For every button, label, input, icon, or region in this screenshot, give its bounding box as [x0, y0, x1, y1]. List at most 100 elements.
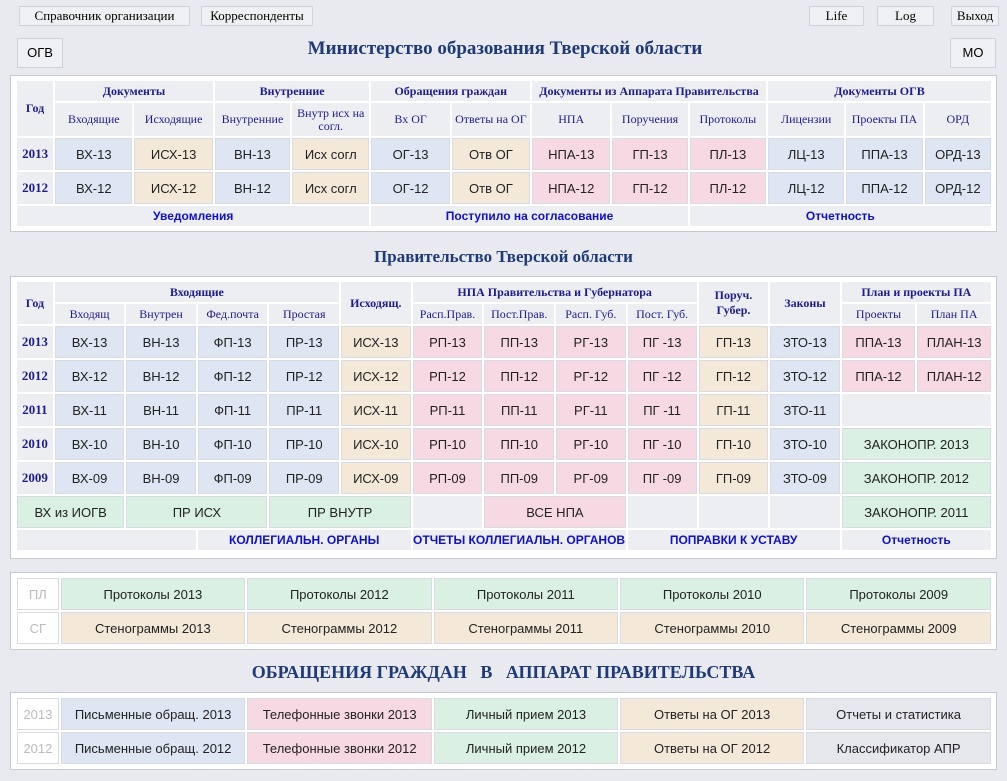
- doc-cell[interactable]: ЗТО-11: [770, 394, 840, 426]
- doc-cell[interactable]: РП-11: [412, 394, 483, 426]
- doc-cell[interactable]: ВХ-11: [54, 394, 125, 426]
- doc-cell[interactable]: ВН-10: [126, 428, 196, 460]
- doc-cell[interactable]: РП-13: [412, 326, 483, 358]
- approval-link[interactable]: Поступило на согласование: [371, 206, 688, 226]
- doc-cell[interactable]: ГП-12: [612, 172, 688, 204]
- doc-cell[interactable]: РП-09: [412, 462, 483, 494]
- notifications-link[interactable]: Уведомления: [17, 206, 370, 226]
- doc-cell[interactable]: ФП-11: [197, 394, 268, 426]
- doc-cell[interactable]: РГ-11: [556, 394, 626, 426]
- protocols-button[interactable]: Протоколы 2010: [620, 578, 805, 610]
- collegial-bodies-link[interactable]: КОЛЛЕГИАЛЬН. ОРГАНЫ: [197, 530, 411, 550]
- doc-cell[interactable]: ПЛАН-12: [917, 360, 991, 392]
- doc-cell[interactable]: ИСХ-11: [340, 394, 411, 426]
- doc-cell[interactable]: ПГ -10: [627, 428, 697, 460]
- phone-calls-button[interactable]: Телефонные звонки 2013: [247, 698, 432, 730]
- doc-cell[interactable]: ИСХ-12: [340, 360, 411, 392]
- doc-cell[interactable]: ВХ-13: [54, 326, 125, 358]
- protocols-button[interactable]: Протоколы 2011: [433, 578, 619, 610]
- transcripts-button[interactable]: Стенограммы 2009: [806, 612, 991, 644]
- doc-cell[interactable]: ПР-10: [269, 428, 339, 460]
- doc-cell[interactable]: ВН-11: [126, 394, 196, 426]
- doc-cell[interactable]: ОГ-13: [371, 138, 450, 170]
- doc-cell[interactable]: РП-10: [412, 428, 483, 460]
- doc-cell[interactable]: Исх согл: [292, 138, 370, 170]
- mo-button[interactable]: МО: [950, 38, 996, 68]
- doc-cell[interactable]: ППА-13: [846, 138, 923, 170]
- doc-cell[interactable]: РГ-10: [556, 428, 626, 460]
- ogv-button[interactable]: ОГВ: [17, 38, 63, 68]
- doc-cell[interactable]: ЛЦ-13: [768, 138, 845, 170]
- doc-cell[interactable]: ЗТО-10: [770, 428, 840, 460]
- doc-cell[interactable]: ОРД-13: [924, 138, 991, 170]
- doc-cell[interactable]: Отв ОГ: [451, 172, 531, 204]
- transcripts-button[interactable]: Стенограммы 2011: [433, 612, 619, 644]
- classifier-button[interactable]: Классификатор АПР: [806, 732, 991, 764]
- doc-cell[interactable]: ГП-09: [698, 462, 769, 494]
- doc-cell[interactable]: ЛЦ-12: [768, 172, 845, 204]
- gov-reports-link[interactable]: Отчетность: [841, 530, 991, 550]
- doc-cell[interactable]: ВН-13: [214, 138, 291, 170]
- doc-cell[interactable]: ОРД-12: [924, 172, 991, 204]
- transcripts-button[interactable]: Стенограммы 2010: [620, 612, 805, 644]
- transcripts-button[interactable]: Стенограммы 2013: [60, 612, 246, 644]
- doc-cell[interactable]: ГП-10: [698, 428, 769, 460]
- pr-internal-button[interactable]: ПР ВНУТР: [269, 496, 411, 528]
- doc-cell[interactable]: ГП-12: [698, 360, 769, 392]
- doc-cell[interactable]: ФП-09: [197, 462, 268, 494]
- doc-cell[interactable]: ПГ -11: [627, 394, 697, 426]
- exit-button[interactable]: Выход: [951, 6, 999, 26]
- doc-cell[interactable]: ВН-12: [214, 172, 291, 204]
- doc-cell[interactable]: ПР-12: [269, 360, 339, 392]
- doc-cell[interactable]: ИСХ-12: [134, 172, 213, 204]
- doc-cell[interactable]: ГП-13: [612, 138, 688, 170]
- bill-cell[interactable]: ЗАКОНОПР. 2013: [841, 428, 991, 460]
- doc-cell[interactable]: ПП-11: [484, 394, 555, 426]
- personal-reception-button[interactable]: Личный прием 2013: [433, 698, 619, 730]
- collegial-reports-link[interactable]: ОТЧЕТЫ КОЛЛЕГИАЛЬН. ОРГАНОВ: [412, 530, 626, 550]
- protocols-button[interactable]: Протоколы 2012: [247, 578, 432, 610]
- doc-cell[interactable]: ПП-13: [484, 326, 555, 358]
- doc-cell[interactable]: ВХ-12: [55, 172, 133, 204]
- org-directory-button[interactable]: Справочник организации: [19, 6, 190, 26]
- doc-cell[interactable]: РП-12: [412, 360, 483, 392]
- written-appeals-button[interactable]: Письменные обращ. 2013: [60, 698, 246, 730]
- reports-stats-button[interactable]: Отчеты и статистика: [806, 698, 991, 730]
- og-answers-button[interactable]: Ответы на ОГ 2012: [620, 732, 805, 764]
- doc-cell[interactable]: НПА-12: [532, 172, 611, 204]
- doc-cell[interactable]: ПП-10: [484, 428, 555, 460]
- reports-link[interactable]: Отчетность: [689, 206, 991, 226]
- all-npa-button[interactable]: ВСЕ НПА: [484, 496, 626, 528]
- doc-cell[interactable]: ФП-13: [197, 326, 268, 358]
- doc-cell[interactable]: ВХ-10: [54, 428, 125, 460]
- pr-outgoing-button[interactable]: ПР ИСХ: [126, 496, 268, 528]
- transcripts-button[interactable]: Стенограммы 2012: [247, 612, 432, 644]
- doc-cell[interactable]: ВХ-09: [54, 462, 125, 494]
- doc-cell[interactable]: РГ-13: [556, 326, 626, 358]
- log-button[interactable]: Log: [877, 6, 934, 26]
- incoming-iogv-button[interactable]: ВХ из ИОГВ: [17, 496, 125, 528]
- og-answers-button[interactable]: Ответы на ОГ 2013: [620, 698, 805, 730]
- protocols-button[interactable]: Протоколы 2013: [60, 578, 246, 610]
- doc-cell[interactable]: ПГ -13: [627, 326, 697, 358]
- doc-cell[interactable]: ППА-12: [846, 172, 923, 204]
- doc-cell[interactable]: ВН-09: [126, 462, 196, 494]
- personal-reception-button[interactable]: Личный прием 2012: [433, 732, 619, 764]
- doc-cell[interactable]: ПГ -12: [627, 360, 697, 392]
- bill-cell[interactable]: ЗАКОНОПР. 2012: [841, 462, 991, 494]
- protocols-button[interactable]: Протоколы 2009: [806, 578, 991, 610]
- doc-cell[interactable]: ИСХ-13: [134, 138, 213, 170]
- doc-cell[interactable]: Исх согл: [292, 172, 370, 204]
- doc-cell[interactable]: ЗТО-09: [770, 462, 840, 494]
- doc-cell[interactable]: НПА-13: [532, 138, 611, 170]
- doc-cell[interactable]: ПЛАН-13: [917, 326, 991, 358]
- doc-cell[interactable]: ФП-12: [197, 360, 268, 392]
- doc-cell[interactable]: РГ-12: [556, 360, 626, 392]
- doc-cell[interactable]: ФП-10: [197, 428, 268, 460]
- doc-cell[interactable]: РГ-09: [556, 462, 626, 494]
- doc-cell[interactable]: ПП-09: [484, 462, 555, 494]
- doc-cell[interactable]: ИСХ-09: [340, 462, 411, 494]
- doc-cell[interactable]: ГП-13: [698, 326, 769, 358]
- doc-cell[interactable]: ППА-12: [841, 360, 916, 392]
- doc-cell[interactable]: ЗТО-12: [770, 360, 840, 392]
